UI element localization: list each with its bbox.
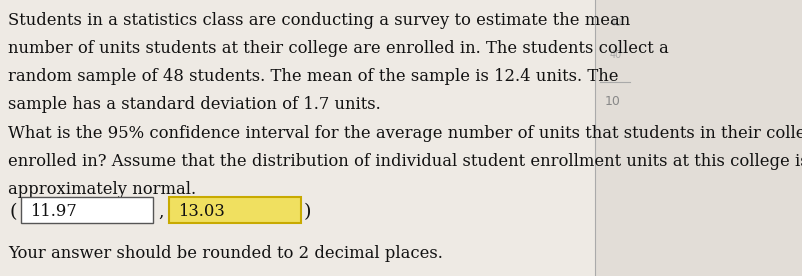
Text: Students in a statistics class are conducting a survey to estimate the mean: Students in a statistics class are condu… — [8, 12, 630, 29]
FancyBboxPatch shape — [168, 197, 301, 223]
Text: number of units students at their college are enrolled in. The students collect : number of units students at their colleg… — [8, 40, 668, 57]
Text: 40: 40 — [610, 18, 622, 28]
Text: 40: 40 — [610, 50, 622, 60]
Text: 11.97: 11.97 — [30, 203, 77, 221]
Text: ,: , — [158, 203, 163, 221]
Text: enrolled in? Assume that the distribution of individual student enrollment units: enrolled in? Assume that the distributio… — [8, 153, 802, 170]
Text: random sample of 48 students. The mean of the sample is 12.4 units. The: random sample of 48 students. The mean o… — [8, 68, 618, 85]
Text: ): ) — [304, 203, 311, 221]
Text: 10: 10 — [604, 95, 620, 108]
Text: approximately normal.: approximately normal. — [8, 181, 196, 198]
Text: What is the 95% confidence interval for the average number of units that student: What is the 95% confidence interval for … — [8, 125, 802, 142]
Bar — [594, 0, 802, 276]
Text: (: ( — [10, 203, 18, 221]
Text: 13.03: 13.03 — [178, 203, 225, 221]
Text: sample has a standard deviation of 1.7 units.: sample has a standard deviation of 1.7 u… — [8, 96, 380, 113]
FancyBboxPatch shape — [21, 197, 153, 223]
Text: Your answer should be rounded to 2 decimal places.: Your answer should be rounded to 2 decim… — [8, 245, 443, 262]
